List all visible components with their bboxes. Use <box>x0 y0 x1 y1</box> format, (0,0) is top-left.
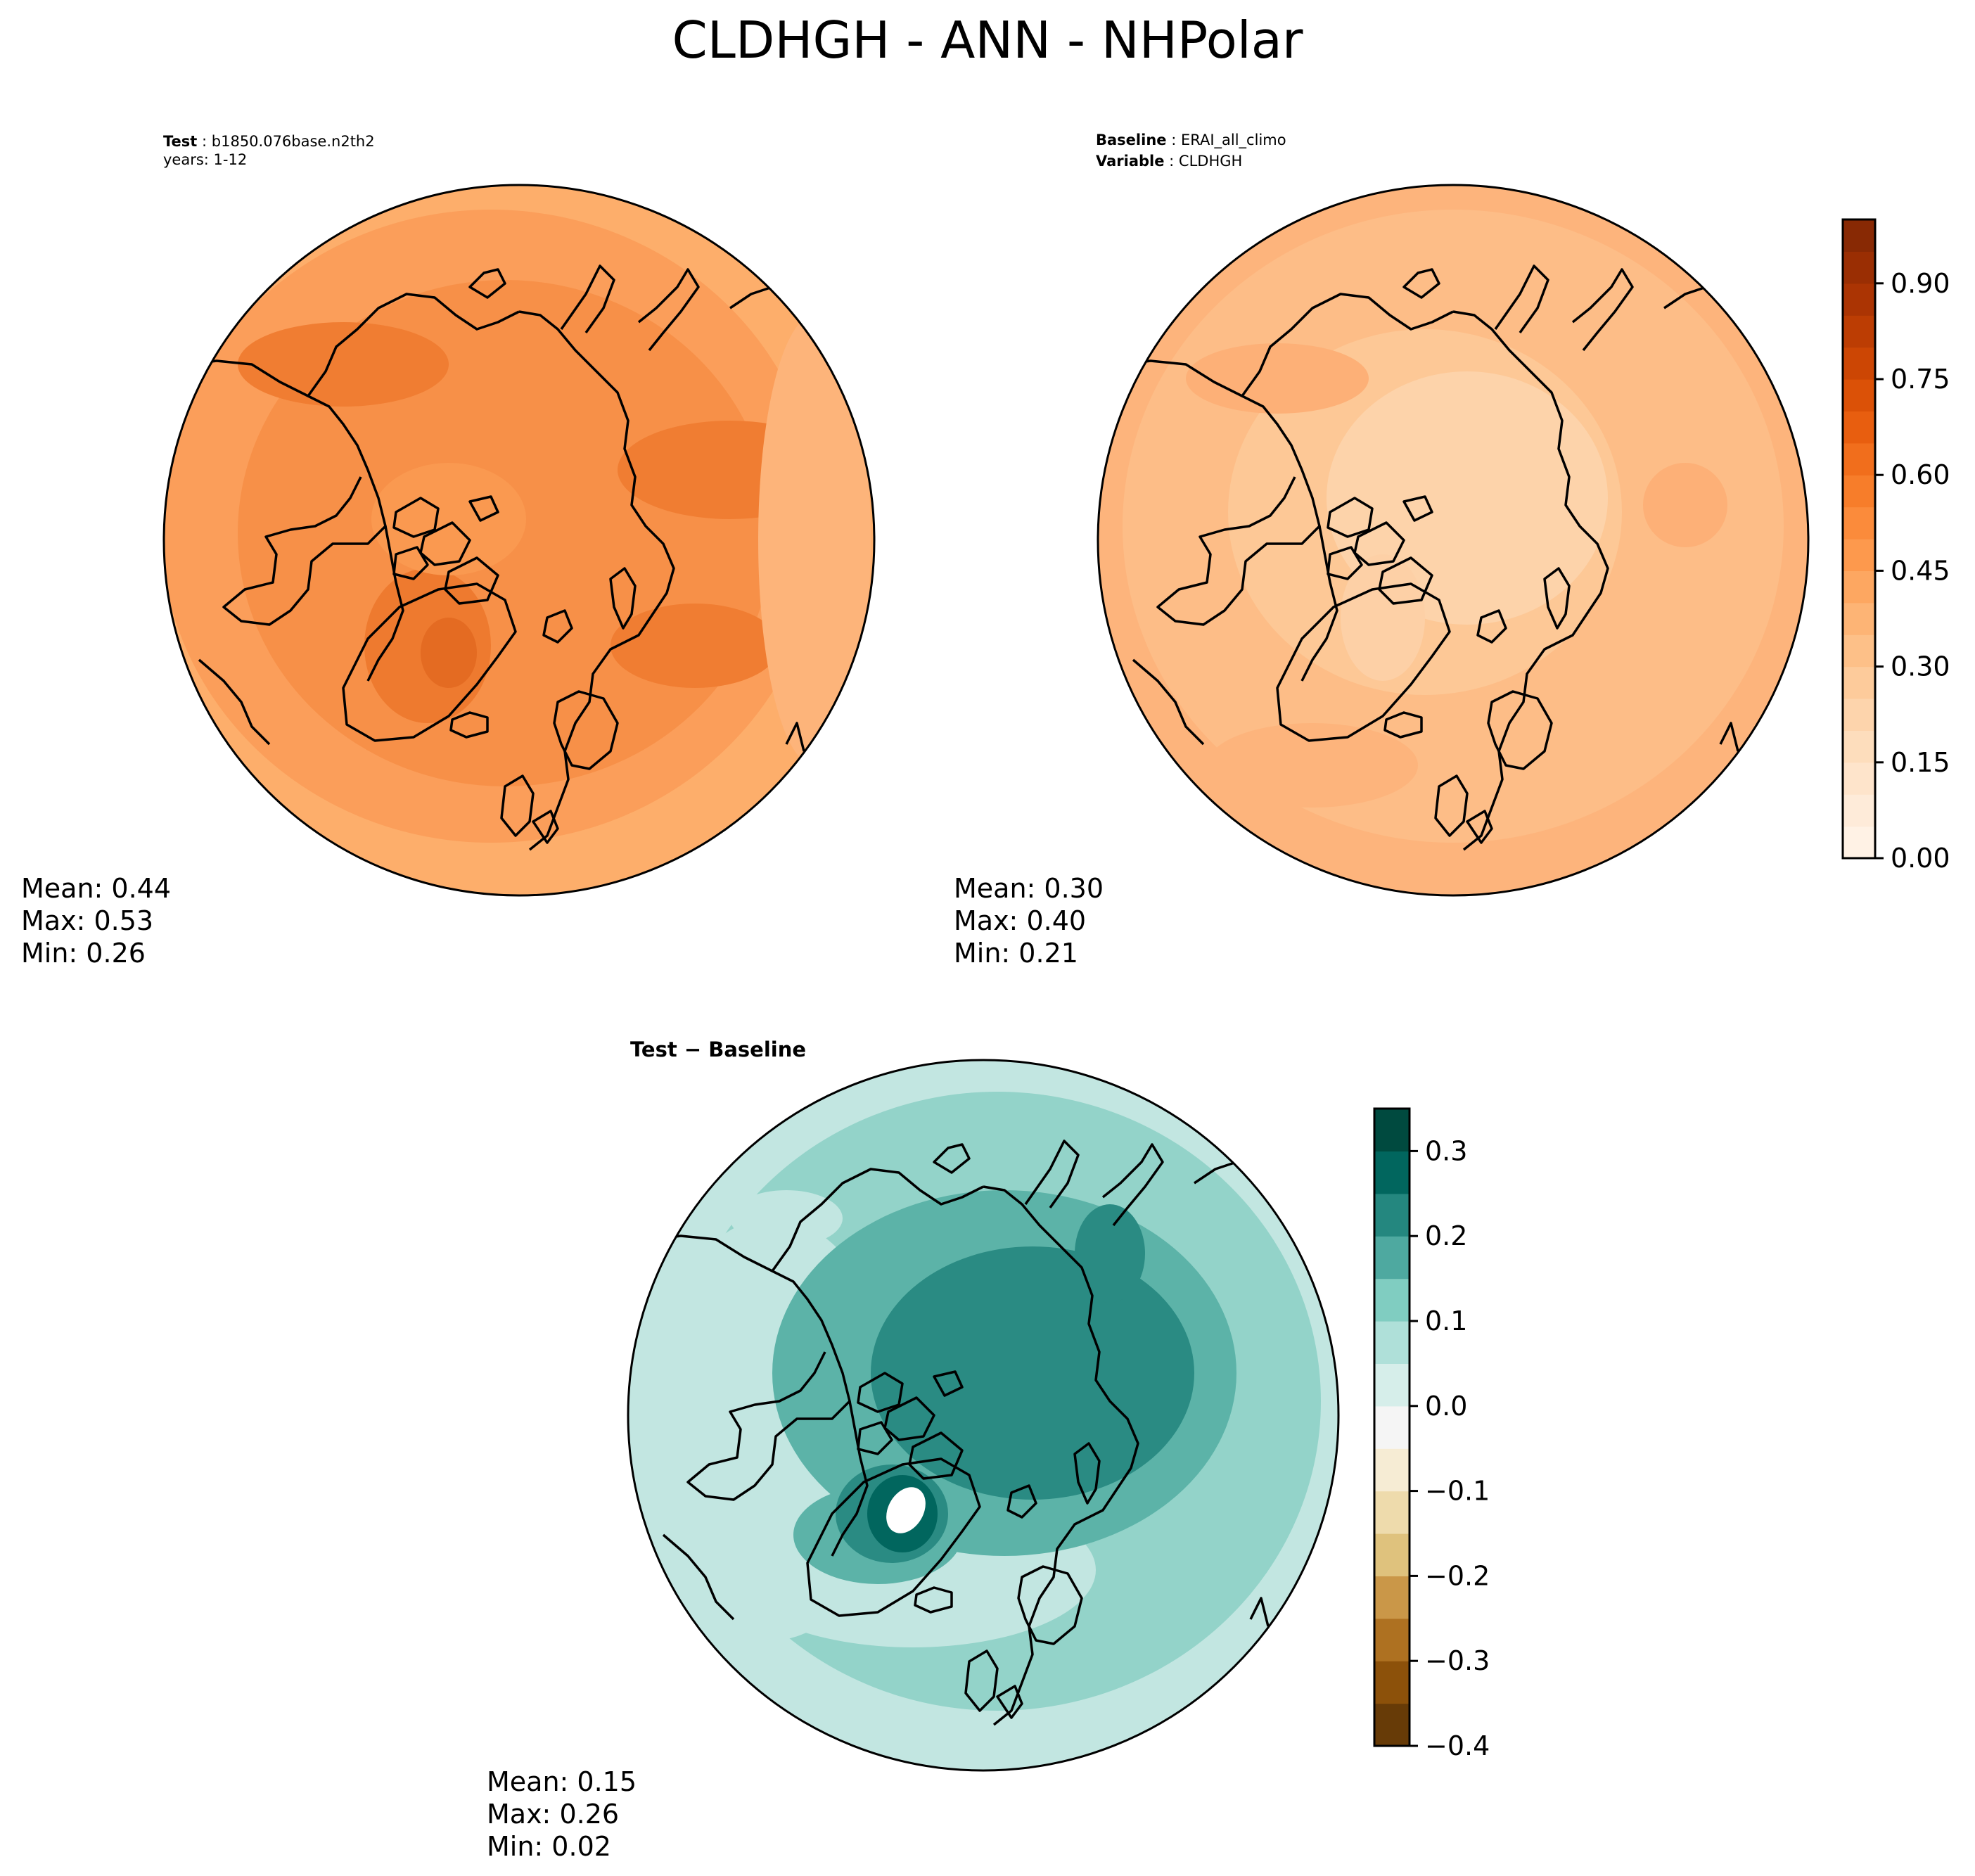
diff-mean: Mean: 0.15 <box>487 1766 637 1797</box>
colorbar-top-segment <box>1843 379 1875 411</box>
colorbar-bottom-segment <box>1374 1278 1410 1322</box>
test-mean: Mean: 0.44 <box>21 873 171 904</box>
test-label-sep: : <box>197 133 211 150</box>
colorbar-top-segment <box>1843 826 1875 859</box>
diff-min: Min: 0.02 <box>487 1831 611 1862</box>
baseline-panel: Baseline : ERAI_all_climo Variable : CLD… <box>954 132 1810 969</box>
colorbar-top-segment <box>1843 251 1875 284</box>
colorbar-bottom-tick-label: −0.1 <box>1425 1476 1490 1507</box>
colorbar-bottom-ticks: −0.4 −0.3 −0.2 −0.1 0.0 0.1 0.2 0.3 <box>1410 1135 1490 1761</box>
colorbar-bottom-segment <box>1374 1703 1410 1747</box>
colorbar-bottom-segment <box>1374 1448 1410 1492</box>
baseline-label-value: ERAI_all_climo <box>1181 132 1286 149</box>
colorbar-bottom-segment <box>1374 1405 1410 1449</box>
colorbar-top-segment <box>1843 634 1875 668</box>
baseline-label-sep: : <box>1167 132 1181 148</box>
colorbar-top-segment <box>1843 539 1875 571</box>
diff-title: Test − Baseline <box>630 1038 806 1061</box>
colorbar-top-tick-label: 0.00 <box>1891 843 1950 874</box>
colorbar-top-segment <box>1843 570 1875 604</box>
test-header-line2: years: 1-12 <box>163 151 247 168</box>
colorbar-bottom-segments <box>1374 1109 1410 1747</box>
colorbar-top-segment <box>1843 283 1875 316</box>
diff-map <box>627 1059 1340 1772</box>
colorbar-bottom-segment <box>1374 1193 1410 1237</box>
colorbar-bottom-segment <box>1374 1533 1410 1576</box>
colorbar-bottom-tick-label: −0.2 <box>1425 1560 1490 1591</box>
baseline-stats: Mean: 0.30 Max: 0.40 Min: 0.21 <box>954 873 1104 969</box>
colorbar-top: 0.00 0.15 0.30 0.45 0.60 0.75 0.90 <box>1841 218 1950 874</box>
figure-title: CLDHGH - ANN - NHPolar <box>672 11 1303 70</box>
colorbar-bottom-tick-label: 0.0 <box>1425 1391 1467 1422</box>
colorbar-bottom-segment <box>1374 1491 1410 1534</box>
colorbar-bottom-tick-label: 0.3 <box>1425 1135 1467 1166</box>
colorbar-top-segment <box>1843 475 1875 508</box>
test-panel: Test : b1850.076base.n2th2 years: 1-12 <box>21 133 876 969</box>
colorbar-bottom-segment <box>1374 1618 1410 1661</box>
baseline-map <box>1097 184 1810 897</box>
colorbar-bottom-segment <box>1374 1576 1410 1619</box>
colorbar-top-tick-label: 0.90 <box>1891 268 1950 299</box>
colorbar-top-ticks: 0.00 0.15 0.30 0.45 0.60 0.75 0.90 <box>1875 268 1950 874</box>
baseline-label-bold: Baseline <box>1096 132 1167 148</box>
colorbar-top-segment <box>1843 411 1875 444</box>
baseline-max: Max: 0.40 <box>954 905 1086 936</box>
colorbar-top-segment <box>1843 794 1875 827</box>
colorbar-bottom-segment <box>1374 1151 1410 1194</box>
colorbar-top-segment <box>1843 315 1875 348</box>
colorbar-top-tick-label: 0.15 <box>1891 747 1950 778</box>
colorbar-bottom-segment <box>1374 1109 1410 1151</box>
colorbar-top-segment <box>1843 506 1875 540</box>
colorbar-bottom-segment <box>1374 1363 1410 1407</box>
colorbar-top-frame <box>1841 218 1877 860</box>
diff-max: Max: 0.26 <box>487 1799 619 1830</box>
colorbar-top-tick-label: 0.45 <box>1891 555 1950 586</box>
colorbar-bottom-tick-label: −0.4 <box>1425 1730 1490 1761</box>
diff-panel: Test − Baseline <box>487 1038 1340 1862</box>
test-label-value: b1850.076base.n2th2 <box>212 133 375 150</box>
colorbar-bottom-segment <box>1374 1236 1410 1280</box>
test-header-line1: Test : b1850.076base.n2th2 <box>163 133 375 150</box>
colorbar-bottom-frame <box>1373 1107 1411 1747</box>
colorbar-bottom-tick-label: 0.1 <box>1425 1306 1467 1336</box>
colorbar-bottom: −0.4 −0.3 −0.2 −0.1 0.0 0.1 0.2 0.3 <box>1373 1107 1490 1761</box>
test-max: Max: 0.53 <box>21 905 153 936</box>
colorbar-top-segment <box>1843 666 1875 699</box>
test-map <box>162 184 876 897</box>
colorbar-top-segment <box>1843 762 1875 795</box>
baseline-min: Min: 0.21 <box>954 938 1078 969</box>
variable-label-sep: : <box>1164 153 1178 170</box>
baseline-mean: Mean: 0.30 <box>954 873 1104 904</box>
test-stats: Mean: 0.44 Max: 0.53 Min: 0.26 <box>21 873 171 969</box>
colorbar-top-segment <box>1843 347 1875 380</box>
baseline-header-line2: Variable : CLDHGH <box>1096 153 1242 170</box>
colorbar-top-segment <box>1843 602 1875 635</box>
colorbar-top-segment <box>1843 219 1875 252</box>
colorbar-top-tick-label: 0.60 <box>1891 459 1950 490</box>
colorbar-bottom-segment <box>1374 1321 1410 1364</box>
test-min: Min: 0.26 <box>21 938 146 969</box>
variable-label-value: CLDHGH <box>1179 153 1242 170</box>
diff-stats: Mean: 0.15 Max: 0.26 Min: 0.02 <box>487 1766 637 1862</box>
colorbar-bottom-segment <box>1374 1661 1410 1704</box>
colorbar-top-segments <box>1843 219 1875 859</box>
colorbar-top-segment <box>1843 730 1875 763</box>
colorbar-top-segment <box>1843 442 1875 476</box>
test-label-bold: Test <box>163 133 197 150</box>
colorbar-bottom-tick-label: −0.3 <box>1425 1645 1490 1676</box>
colorbar-bottom-tick-label: 0.2 <box>1425 1220 1467 1251</box>
colorbar-top-tick-label: 0.30 <box>1891 651 1950 682</box>
baseline-header-line1: Baseline : ERAI_all_climo <box>1096 132 1286 149</box>
colorbar-top-segment <box>1843 698 1875 731</box>
colorbar-top-tick-label: 0.75 <box>1891 364 1950 395</box>
variable-label-bold: Variable <box>1096 153 1164 170</box>
